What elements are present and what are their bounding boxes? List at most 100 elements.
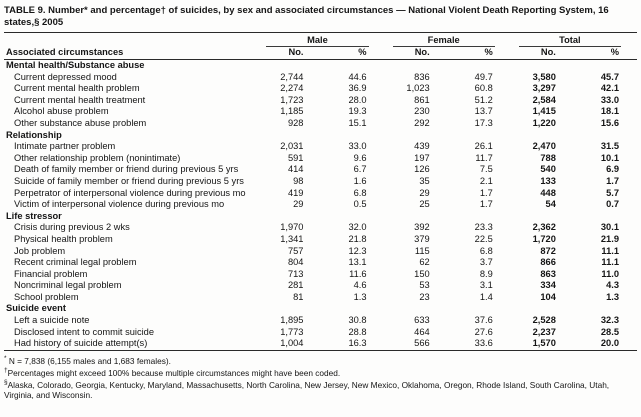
cell-total-pct: 28.5 [600, 326, 619, 337]
cell-male-no: 804 [287, 257, 304, 268]
cell-female-no: 379 [414, 233, 430, 244]
row-label: Current depressed mood [14, 71, 117, 82]
cell-total-no: 866 [540, 257, 556, 268]
cell-male-no: 2,031 [280, 141, 304, 152]
row-label: School problem [14, 291, 79, 302]
table-row: Crisis during previous 2 wks 1,970 32.0 392… [4, 222, 637, 234]
cell-total-pct: 5.7 [606, 187, 619, 198]
cell-total-pct: 30.1 [600, 222, 619, 233]
cell-female-no: 392 [414, 222, 430, 233]
row-label: Victim of interpersonal violence during … [14, 199, 225, 210]
table-row: Job problem 757 12.3 115 6.8 872 11.1 [4, 246, 637, 258]
table-row: Other relationship problem (nonintimate)… [4, 153, 637, 165]
cell-male-pct: 4.6 [353, 280, 367, 291]
cell-total-pct: 45.7 [600, 71, 619, 82]
cell-female-pct: 6.8 [479, 245, 493, 256]
cell-female-no: 836 [414, 71, 430, 82]
cell-female-no: 1,023 [406, 83, 430, 94]
cell-male-pct: 1.6 [353, 175, 367, 186]
footnote-marker: * [4, 354, 7, 362]
section-header: Relationship [6, 129, 62, 140]
cell-female-pct: 1.7 [479, 199, 493, 210]
cell-male-no: 98 [293, 175, 304, 186]
footnote-text: Percentages might exceed 100% because mu… [7, 367, 341, 378]
row-label: Current mental health treatment [14, 94, 146, 105]
col-header-female-pct: % [447, 47, 511, 60]
cell-total-pct: 18.1 [600, 106, 619, 117]
cell-female-pct: 33.6 [474, 338, 493, 349]
cell-total-pct: 31.5 [600, 141, 619, 152]
cell-female-pct: 3.7 [479, 257, 493, 268]
table-row: Suicide of family member or friend durin… [4, 176, 637, 188]
cell-total-no: 1,415 [532, 106, 556, 117]
cell-male-pct: 30.8 [348, 315, 367, 326]
row-label: Physical health problem [14, 233, 113, 244]
cell-total-pct: 11.1 [601, 245, 619, 256]
cell-female-pct: 26.1 [474, 141, 493, 152]
cell-female-pct: 37.6 [474, 315, 493, 326]
table-row: Recent criminal legal problem 804 13.1 62 3.… [4, 257, 637, 269]
cell-male-pct: 28.8 [348, 326, 367, 337]
cell-female-pct: 8.9 [479, 268, 493, 279]
cell-female-no: 861 [414, 94, 430, 105]
table-title: TABLE 9. Number* and percentage† of suic… [4, 5, 609, 28]
table-row: Perpetrator of interpersonal violence du… [4, 188, 637, 200]
cell-female-pct: 2.1 [479, 175, 493, 186]
section-header-row: Mental health/Substance abuse [4, 60, 637, 72]
cell-male-pct: 1.3 [353, 291, 367, 302]
cell-male-pct: 36.9 [348, 83, 367, 94]
cell-female-pct: 1.7 [479, 187, 493, 198]
cell-female-no: 633 [414, 315, 430, 326]
cell-total-no: 788 [540, 152, 556, 163]
cell-male-no: 1,773 [280, 326, 304, 337]
cell-male-no: 591 [287, 152, 304, 163]
row-label: Job problem [14, 245, 66, 256]
cell-female-pct: 17.3 [474, 117, 493, 128]
cell-total-no: 1,720 [532, 233, 556, 244]
cell-female-no: 197 [414, 152, 430, 163]
section-header: Suicide event [6, 303, 66, 314]
cell-female-no: 439 [414, 141, 430, 152]
cell-female-pct: 27.6 [474, 326, 493, 337]
footnotes: * N = 7,838 (6,155 males and 1,683 femal… [4, 354, 637, 401]
cell-male-pct: 19.3 [348, 106, 367, 117]
cell-total-pct: 0.7 [606, 199, 619, 210]
table-row: Victim of interpersonal violence during … [4, 199, 637, 211]
cell-total-no: 1,570 [532, 338, 556, 349]
footnote: §Alaska, Colorado, Georgia, Kentucky, Ma… [4, 378, 637, 401]
table-body: Mental health/Substance abuse Current dep… [4, 60, 637, 351]
cell-total-pct: 1.7 [606, 175, 619, 186]
col-header-total-pct: % [573, 47, 637, 60]
table-row: Alcohol abuse problem 1,185 19.3 230 13.7 1,4… [4, 106, 637, 118]
cell-female-no: 230 [414, 106, 430, 117]
cell-female-pct: 7.5 [479, 164, 493, 175]
cell-male-no: 1,004 [280, 338, 304, 349]
cell-total-no: 2,470 [532, 141, 556, 152]
footnote-marker: § [4, 379, 8, 387]
row-label: Perpetrator of interpersonal violence du… [14, 187, 246, 198]
column-group-female: Female [385, 33, 511, 47]
cell-male-no: 281 [287, 280, 304, 291]
cell-female-no: 62 [419, 257, 430, 268]
cell-total-pct: 11.1 [601, 257, 619, 268]
section-header-row: Suicide event [4, 303, 637, 315]
cell-female-pct: 23.3 [474, 222, 493, 233]
cell-total-no: 540 [540, 164, 556, 175]
cell-female-no: 53 [419, 280, 430, 291]
cell-female-pct: 11.7 [475, 152, 493, 163]
cell-male-pct: 15.1 [348, 117, 367, 128]
cell-female-no: 150 [414, 268, 430, 279]
row-label: Intimate partner problem [14, 141, 116, 152]
cell-female-pct: 13.7 [474, 106, 493, 117]
cell-male-pct: 12.3 [348, 245, 367, 256]
table-row: Disclosed intent to commit suicide 1,773 2… [4, 327, 637, 339]
row-label: Other relationship problem (nonintimate) [14, 152, 181, 163]
cell-female-no: 126 [414, 164, 430, 175]
row-label: Financial problem [14, 268, 88, 279]
row-label: Recent criminal legal problem [14, 257, 137, 268]
row-label: Suicide of family member or friend durin… [14, 175, 244, 186]
cell-female-pct: 3.1 [479, 280, 493, 291]
row-label: Other substance abuse problem [14, 117, 147, 128]
cell-male-pct: 9.6 [353, 152, 367, 163]
cell-male-no: 419 [287, 187, 304, 198]
